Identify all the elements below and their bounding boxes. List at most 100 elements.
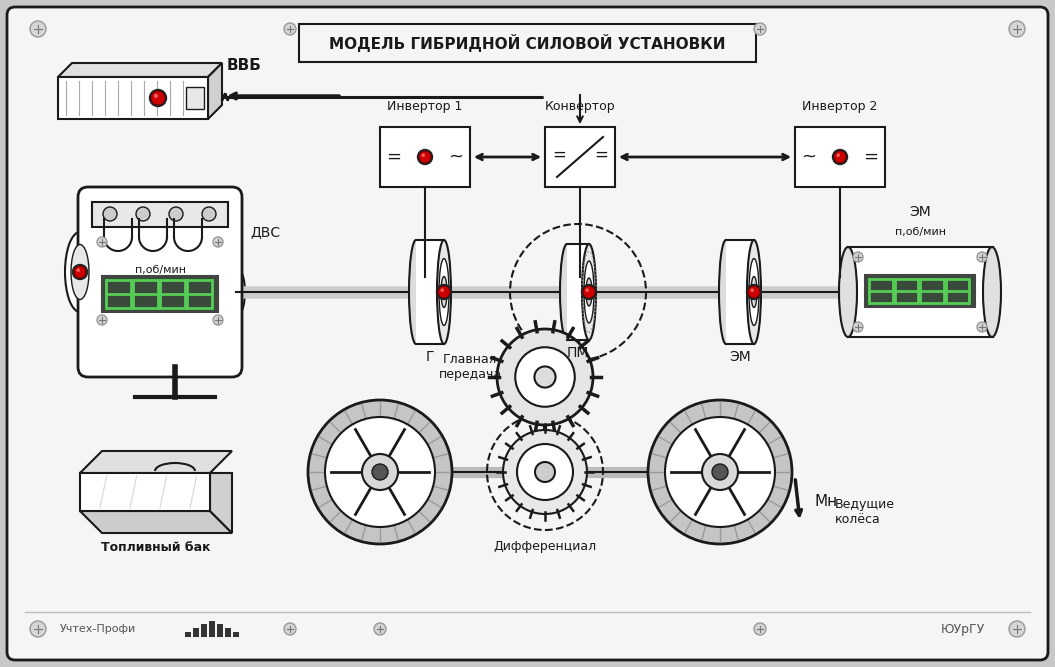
Bar xyxy=(865,275,975,307)
Circle shape xyxy=(421,153,425,157)
Circle shape xyxy=(136,207,150,221)
Bar xyxy=(193,628,199,637)
Bar xyxy=(225,628,231,637)
Text: ~: ~ xyxy=(448,148,463,166)
Ellipse shape xyxy=(747,240,761,344)
Circle shape xyxy=(835,151,846,163)
Text: Инвертор 1: Инвертор 1 xyxy=(387,100,463,113)
Circle shape xyxy=(419,151,431,163)
Circle shape xyxy=(702,454,738,490)
Circle shape xyxy=(97,315,107,325)
Circle shape xyxy=(418,149,433,165)
Bar xyxy=(185,632,191,637)
Circle shape xyxy=(154,94,158,98)
Polygon shape xyxy=(58,63,222,77)
Circle shape xyxy=(438,286,450,298)
Circle shape xyxy=(754,23,766,35)
Circle shape xyxy=(73,265,88,279)
Text: Ведущие
колёса: Ведущие колёса xyxy=(835,498,895,526)
Ellipse shape xyxy=(71,245,89,299)
Circle shape xyxy=(76,268,80,272)
Circle shape xyxy=(747,285,762,299)
Ellipse shape xyxy=(439,259,449,325)
Ellipse shape xyxy=(65,232,95,312)
Text: ПМ: ПМ xyxy=(567,346,589,360)
Text: п,об/мин: п,об/мин xyxy=(134,265,186,275)
Text: п,об/мин: п,об/мин xyxy=(895,227,945,237)
Circle shape xyxy=(497,329,593,425)
Bar xyxy=(217,624,223,637)
Circle shape xyxy=(581,285,596,299)
Text: Мн: Мн xyxy=(816,494,838,510)
Ellipse shape xyxy=(227,267,245,317)
Circle shape xyxy=(30,621,46,637)
FancyBboxPatch shape xyxy=(78,187,242,377)
Text: Г: Г xyxy=(426,350,435,364)
Circle shape xyxy=(832,149,847,165)
Circle shape xyxy=(748,286,760,298)
Ellipse shape xyxy=(409,240,423,344)
Circle shape xyxy=(977,252,987,262)
Polygon shape xyxy=(208,63,222,119)
Bar xyxy=(416,240,444,344)
Bar xyxy=(202,624,207,637)
Circle shape xyxy=(853,322,863,332)
Text: Топливный бак: Топливный бак xyxy=(101,541,211,554)
Bar xyxy=(726,240,754,344)
Circle shape xyxy=(648,400,792,544)
Circle shape xyxy=(750,288,754,292)
Circle shape xyxy=(712,464,728,480)
Circle shape xyxy=(202,207,216,221)
Circle shape xyxy=(665,417,775,527)
Ellipse shape xyxy=(839,247,857,337)
Bar xyxy=(545,127,615,187)
Text: Главная
передача: Главная передача xyxy=(439,353,501,381)
Polygon shape xyxy=(80,451,232,473)
Circle shape xyxy=(74,266,87,278)
Circle shape xyxy=(213,315,223,325)
Text: =: = xyxy=(552,146,565,164)
Text: ЮУрГУ: ЮУрГУ xyxy=(941,622,985,636)
Text: ЭМ: ЭМ xyxy=(909,205,931,219)
Circle shape xyxy=(754,623,766,635)
Text: Конвертор: Конвертор xyxy=(544,100,615,113)
FancyBboxPatch shape xyxy=(299,24,756,62)
Circle shape xyxy=(535,366,556,388)
Circle shape xyxy=(1009,21,1025,37)
Circle shape xyxy=(103,207,117,221)
Circle shape xyxy=(372,464,388,480)
Circle shape xyxy=(30,21,46,37)
Circle shape xyxy=(362,454,398,490)
Ellipse shape xyxy=(749,259,759,325)
Ellipse shape xyxy=(584,261,594,323)
Text: =: = xyxy=(863,148,879,166)
Ellipse shape xyxy=(983,247,1001,337)
Bar xyxy=(186,87,204,109)
Circle shape xyxy=(375,623,386,635)
Ellipse shape xyxy=(582,244,596,340)
Polygon shape xyxy=(80,511,232,533)
Circle shape xyxy=(583,286,595,298)
Bar xyxy=(209,621,215,637)
Circle shape xyxy=(213,237,223,247)
Circle shape xyxy=(97,237,107,247)
Circle shape xyxy=(837,153,840,157)
Bar xyxy=(795,127,885,187)
Circle shape xyxy=(535,462,555,482)
Circle shape xyxy=(325,417,435,527)
Ellipse shape xyxy=(586,278,592,306)
Text: ЭМ: ЭМ xyxy=(729,350,751,364)
Circle shape xyxy=(1009,621,1025,637)
Bar xyxy=(58,77,208,119)
Circle shape xyxy=(853,252,863,262)
Bar xyxy=(92,202,228,227)
Circle shape xyxy=(437,285,452,299)
Text: ВВБ: ВВБ xyxy=(227,59,262,73)
Ellipse shape xyxy=(441,277,447,307)
Bar xyxy=(380,127,469,187)
Ellipse shape xyxy=(560,244,574,340)
Bar xyxy=(102,276,218,312)
Bar xyxy=(567,244,589,340)
Bar xyxy=(233,632,239,637)
Circle shape xyxy=(284,23,296,35)
